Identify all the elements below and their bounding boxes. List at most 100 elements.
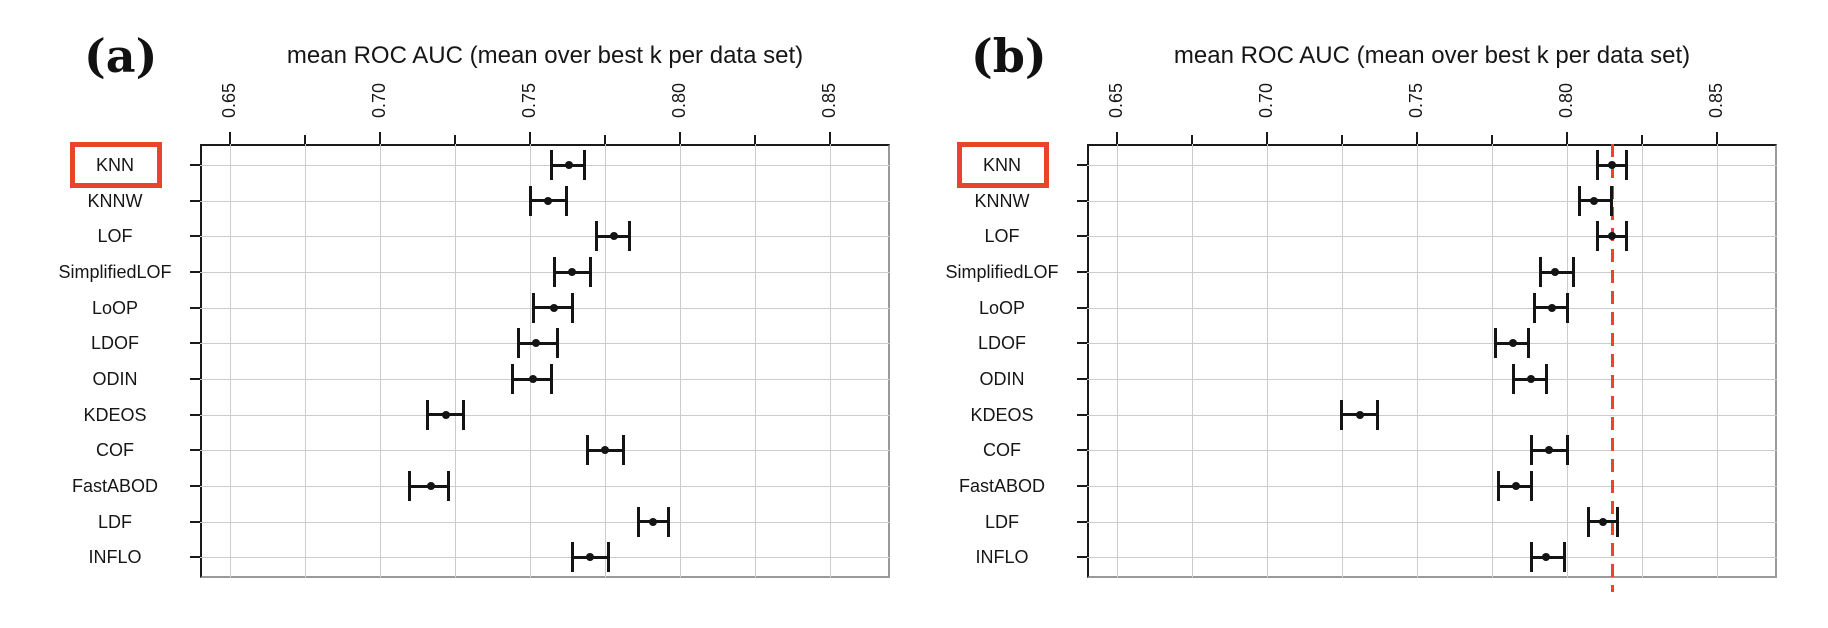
gridline-horizontal bbox=[200, 486, 890, 487]
error-bar-cap-right bbox=[589, 257, 592, 287]
x-axis-major-tick bbox=[679, 132, 681, 144]
y-axis-row-tick bbox=[1077, 414, 1087, 416]
data-point bbox=[1542, 553, 1550, 561]
row-label-kdeos: KDEOS bbox=[970, 405, 1034, 425]
data-point bbox=[1356, 411, 1364, 419]
error-bar-cap-right bbox=[1545, 364, 1548, 394]
error-bar-cap-right bbox=[583, 150, 586, 180]
data-point bbox=[586, 553, 594, 561]
gridline-vertical bbox=[1642, 144, 1643, 578]
gridline-vertical bbox=[605, 144, 606, 578]
data-point bbox=[568, 268, 576, 276]
error-bar-cap-right bbox=[1616, 507, 1619, 537]
x-axis-tick-label-text: 0.80 bbox=[1556, 82, 1577, 118]
x-axis-major-tick bbox=[1116, 132, 1118, 144]
x-axis-tick-label-text: 0.85 bbox=[1706, 82, 1727, 118]
x-axis-minor-tick bbox=[1491, 135, 1493, 144]
x-axis-tick-label: 0.75 bbox=[498, 68, 562, 132]
x-axis-tick-label: 0.85 bbox=[1685, 68, 1749, 132]
data-point bbox=[529, 375, 537, 383]
row-label-fastabod: FastABOD bbox=[71, 476, 159, 496]
x-axis-major-tick bbox=[829, 132, 831, 144]
row-label-ldf: LDF bbox=[984, 512, 1019, 532]
error-bar-cap-left bbox=[1533, 293, 1536, 323]
error-bar-cap-right bbox=[622, 435, 625, 465]
plot-box bbox=[1087, 144, 1777, 578]
gridline-horizontal bbox=[1087, 379, 1777, 380]
gridline-horizontal bbox=[200, 450, 890, 451]
data-point bbox=[544, 197, 552, 205]
gridline-vertical bbox=[1192, 144, 1193, 578]
row-label-loop: LoOP bbox=[91, 298, 139, 318]
gridline-vertical bbox=[755, 144, 756, 578]
data-point bbox=[1512, 482, 1520, 490]
x-axis-tick-label-text: 0.70 bbox=[369, 82, 390, 118]
row-label-fastabod: FastABOD bbox=[958, 476, 1046, 496]
x-axis-tick-label-text: 0.70 bbox=[1256, 82, 1277, 118]
error-bar-cap-left bbox=[1512, 364, 1515, 394]
y-axis-row-tick bbox=[1077, 307, 1087, 309]
error-bar-cap-right bbox=[447, 471, 450, 501]
error-bar-cap-right bbox=[607, 542, 610, 572]
row-label-knnw: KNNW bbox=[974, 191, 1030, 211]
gridline-horizontal bbox=[1087, 236, 1777, 237]
error-bar-cap-right bbox=[1572, 257, 1575, 287]
error-bar-cap-left bbox=[1340, 400, 1343, 430]
y-axis-row-tick bbox=[1077, 200, 1087, 202]
row-label-knn: KNN bbox=[982, 155, 1021, 175]
row-label-inflo: INFLO bbox=[88, 547, 142, 567]
x-axis-tick-label: 0.80 bbox=[1535, 68, 1599, 132]
plot-box bbox=[200, 144, 890, 578]
x-axis-tick-label: 0.70 bbox=[348, 68, 412, 132]
data-point bbox=[649, 518, 657, 526]
row-label-lof: LOF bbox=[984, 226, 1020, 246]
error-bar-cap-left bbox=[1596, 221, 1599, 251]
gridline-horizontal bbox=[1087, 308, 1777, 309]
gridline-horizontal bbox=[200, 415, 890, 416]
data-point bbox=[601, 446, 609, 454]
gridline-horizontal bbox=[1087, 522, 1777, 523]
y-axis-row-tick bbox=[1077, 164, 1087, 166]
error-bar-cap-left bbox=[637, 507, 640, 537]
error-bar-cap-right bbox=[462, 400, 465, 430]
data-point bbox=[1548, 304, 1556, 312]
y-axis-row-tick bbox=[1077, 556, 1087, 558]
gridline-vertical bbox=[1417, 144, 1418, 578]
gridline-horizontal bbox=[1087, 450, 1777, 451]
x-axis-tick-label-text: 0.75 bbox=[1406, 82, 1427, 118]
y-axis-row-tick bbox=[190, 164, 200, 166]
y-axis-row-tick bbox=[190, 556, 200, 558]
row-label-ldof: LDOF bbox=[90, 333, 139, 353]
row-label-simplifiedlof: SimplifiedLOF bbox=[58, 262, 172, 282]
error-bar-cap-right bbox=[1376, 400, 1379, 430]
gridline-horizontal bbox=[200, 165, 890, 166]
row-label-cof: COF bbox=[96, 440, 134, 460]
x-axis-tick-label-text: 0.80 bbox=[669, 82, 690, 118]
error-bar-cap-left bbox=[571, 542, 574, 572]
x-axis-major-tick bbox=[379, 132, 381, 144]
error-bar-cap-right bbox=[667, 507, 670, 537]
data-point bbox=[532, 339, 540, 347]
data-point bbox=[442, 411, 450, 419]
row-label-simplifiedlof: SimplifiedLOF bbox=[945, 262, 1059, 282]
error-bar-cap-right bbox=[628, 221, 631, 251]
panel-label: (a) bbox=[84, 29, 158, 83]
x-axis-minor-tick bbox=[1341, 135, 1343, 144]
x-axis-major-tick bbox=[529, 132, 531, 144]
data-point bbox=[1608, 161, 1616, 169]
gridline-vertical bbox=[1342, 144, 1343, 578]
gridline-horizontal bbox=[1087, 486, 1777, 487]
error-bar-cap-right bbox=[1610, 186, 1613, 216]
chart-title: mean ROC AUC (mean over best k per data … bbox=[286, 42, 804, 69]
x-axis-major-tick bbox=[1266, 132, 1268, 144]
error-bar-cap-left bbox=[517, 328, 520, 358]
panel-b: (b) mean ROC AUC (mean over best k per da… bbox=[887, 0, 1828, 628]
error-bar-cap-right bbox=[550, 364, 553, 394]
row-label-knn: KNN bbox=[95, 155, 134, 175]
gridline-horizontal bbox=[1087, 415, 1777, 416]
error-bar-cap-right bbox=[1625, 150, 1628, 180]
x-axis-tick-label: 0.70 bbox=[1235, 68, 1299, 132]
error-bar-cap-left bbox=[595, 221, 598, 251]
x-axis-minor-tick bbox=[1641, 135, 1643, 144]
x-axis-tick-label: 0.80 bbox=[648, 68, 712, 132]
